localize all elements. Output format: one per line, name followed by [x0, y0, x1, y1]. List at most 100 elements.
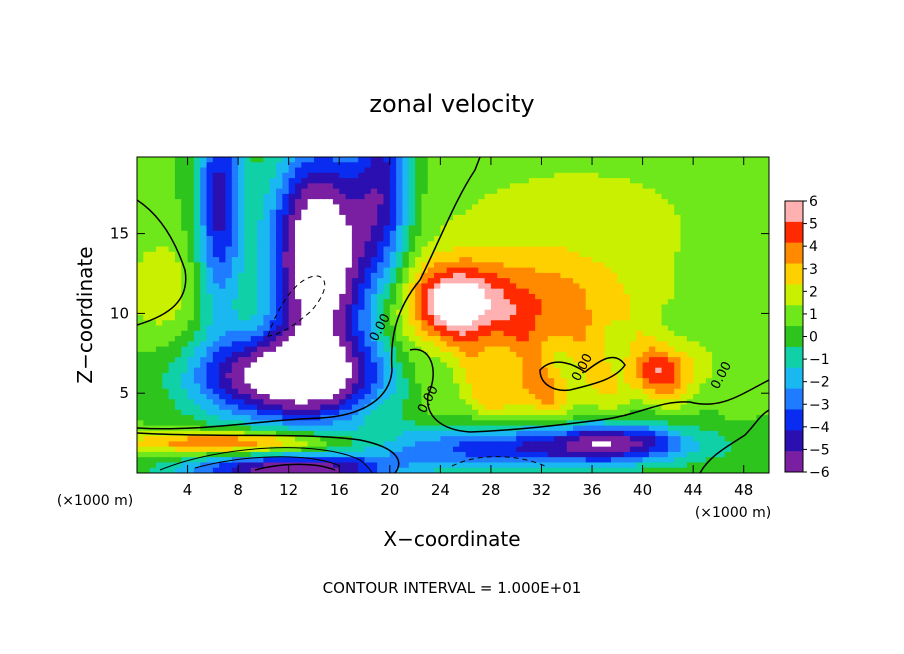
heatmap-cell	[276, 330, 283, 337]
heatmap-cell	[206, 330, 214, 337]
heatmap-cell	[674, 251, 682, 258]
heatmap-cell	[225, 236, 233, 242]
heatmap-cell	[358, 293, 366, 300]
heatmap-cell	[181, 309, 189, 316]
heatmap-cell	[554, 272, 562, 279]
heatmap-cell	[389, 183, 397, 190]
heatmap-cell	[661, 267, 669, 274]
heatmap-cell	[667, 230, 675, 237]
heatmap-cell	[737, 357, 745, 363]
heatmap-cell	[471, 330, 479, 337]
heatmap-cell	[244, 162, 252, 169]
heatmap-cell	[168, 199, 176, 205]
heatmap-cell	[535, 409, 543, 416]
heatmap-cell	[288, 362, 296, 369]
heatmap-cell	[440, 293, 448, 300]
heatmap-cell	[453, 415, 460, 421]
heatmap-cell	[604, 330, 612, 337]
heatmap-cell	[762, 225, 769, 232]
heatmap-cell	[364, 372, 372, 379]
heatmap-cell	[528, 357, 536, 363]
heatmap-cell	[699, 257, 707, 263]
heatmap-cell	[585, 372, 593, 379]
heatmap-cell	[168, 325, 176, 332]
heatmap-cell	[370, 193, 378, 200]
heatmap-cell	[263, 172, 271, 179]
heatmap-cell	[686, 309, 694, 316]
heatmap-cell	[661, 162, 669, 169]
heatmap-cell	[402, 372, 410, 379]
heatmap-cell	[345, 378, 353, 385]
heatmap-cell	[718, 351, 726, 358]
heatmap-cell	[200, 246, 208, 253]
heatmap-cell	[332, 394, 340, 400]
heatmap-cell	[212, 341, 220, 348]
heatmap-cell	[623, 309, 631, 316]
heatmap-cell	[737, 388, 745, 395]
heatmap-cell	[225, 183, 233, 190]
heatmap-cell	[617, 399, 625, 406]
heatmap-cell	[446, 293, 454, 300]
heatmap-cell	[421, 315, 429, 321]
heatmap-cell	[212, 378, 220, 385]
heatmap-cell	[686, 172, 694, 179]
heatmap-cell	[471, 278, 479, 284]
heatmap-cell	[705, 188, 713, 195]
heatmap-cell	[250, 388, 258, 395]
heatmap-cell	[655, 394, 663, 400]
heatmap-cell	[155, 188, 163, 195]
heatmap-cell	[244, 220, 252, 227]
heatmap-cell	[712, 341, 720, 348]
heatmap-cell	[168, 172, 176, 179]
heatmap-cell	[339, 225, 347, 232]
heatmap-cell	[313, 336, 321, 342]
heatmap-cell	[705, 372, 713, 379]
heatmap-cell	[724, 293, 732, 300]
heatmap-cell	[427, 304, 435, 311]
heatmap-cell	[503, 157, 511, 163]
heatmap-cell	[345, 394, 353, 400]
heatmap-cell	[636, 409, 644, 416]
heatmap-cell	[250, 230, 258, 237]
heatmap-cell	[339, 325, 347, 332]
heatmap-cell	[155, 378, 163, 385]
heatmap-cell	[301, 199, 309, 205]
heatmap-cell	[522, 367, 530, 374]
heatmap-cell	[219, 330, 227, 337]
heatmap-cell	[731, 162, 738, 169]
heatmap-cell	[705, 362, 713, 369]
heatmap-cell	[168, 357, 176, 363]
heatmap-cell	[288, 188, 296, 195]
heatmap-cell	[585, 383, 593, 390]
heatmap-cell	[434, 394, 441, 400]
heatmap-cell	[528, 214, 536, 221]
heatmap-cell	[699, 251, 707, 258]
heatmap-cell	[137, 193, 144, 200]
heatmap-cell	[168, 272, 176, 279]
heatmap-cell	[440, 383, 448, 390]
heatmap-cell	[421, 388, 429, 395]
heatmap-cell	[187, 293, 195, 300]
heatmap-cell	[149, 315, 157, 321]
heatmap-cell	[617, 404, 625, 411]
heatmap-cell	[421, 409, 429, 416]
heatmap-cell	[396, 394, 404, 400]
heatmap-cell	[579, 325, 587, 332]
heatmap-cell	[269, 357, 277, 363]
heatmap-cell	[667, 262, 675, 269]
heatmap-cell	[193, 330, 201, 337]
heatmap-cell	[648, 341, 656, 348]
heatmap-cell	[389, 199, 397, 205]
heatmap-cell	[642, 183, 650, 190]
heatmap-cell	[699, 157, 707, 163]
heatmap-cell	[364, 267, 372, 274]
heatmap-cell	[478, 257, 486, 263]
heatmap-cell	[282, 383, 290, 390]
heatmap-cell	[522, 204, 530, 211]
heatmap-cell	[705, 278, 713, 284]
heatmap-cell	[497, 283, 505, 290]
heatmap-cell	[674, 278, 682, 284]
heatmap-cell	[181, 362, 189, 369]
heatmap-cell	[490, 272, 498, 279]
heatmap-cell	[332, 225, 340, 232]
